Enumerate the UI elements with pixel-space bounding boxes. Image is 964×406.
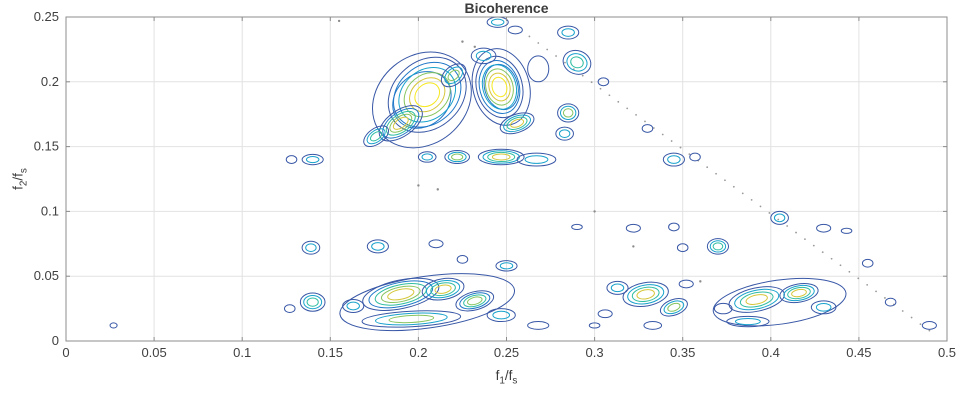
label-part: f	[10, 186, 26, 190]
label-part: /f	[504, 368, 513, 383]
svg-text:0.2: 0.2	[41, 74, 59, 89]
svg-text:0: 0	[52, 333, 59, 348]
label-part: 2	[18, 180, 30, 187]
label-part: f	[495, 368, 500, 383]
label-part: 1	[499, 375, 505, 387]
label-part: s	[18, 168, 30, 174]
svg-text:0.25: 0.25	[34, 9, 59, 24]
svg-text:0.1: 0.1	[41, 203, 59, 218]
svg-text:0.05: 0.05	[34, 268, 59, 283]
svg-text:0.45: 0.45	[846, 345, 871, 360]
svg-text:0.4: 0.4	[762, 345, 780, 360]
svg-text:0.5: 0.5	[938, 345, 956, 360]
svg-text:0.05: 0.05	[141, 345, 166, 360]
x-axis-label: f1/fs	[66, 368, 947, 387]
svg-text:0.15: 0.15	[34, 139, 59, 154]
label-part: s	[512, 375, 518, 387]
chart-title: Bicoherence	[464, 0, 549, 16]
svg-text:0.15: 0.15	[318, 345, 343, 360]
svg-text:0.1: 0.1	[233, 345, 251, 360]
y-axis-label: f2/fs	[11, 168, 30, 190]
svg-text:0.2: 0.2	[409, 345, 427, 360]
svg-text:0.35: 0.35	[670, 345, 695, 360]
svg-text:0: 0	[62, 345, 69, 360]
label-part: /f	[10, 173, 26, 181]
svg-text:0.3: 0.3	[586, 345, 604, 360]
svg-text:0.25: 0.25	[494, 345, 519, 360]
